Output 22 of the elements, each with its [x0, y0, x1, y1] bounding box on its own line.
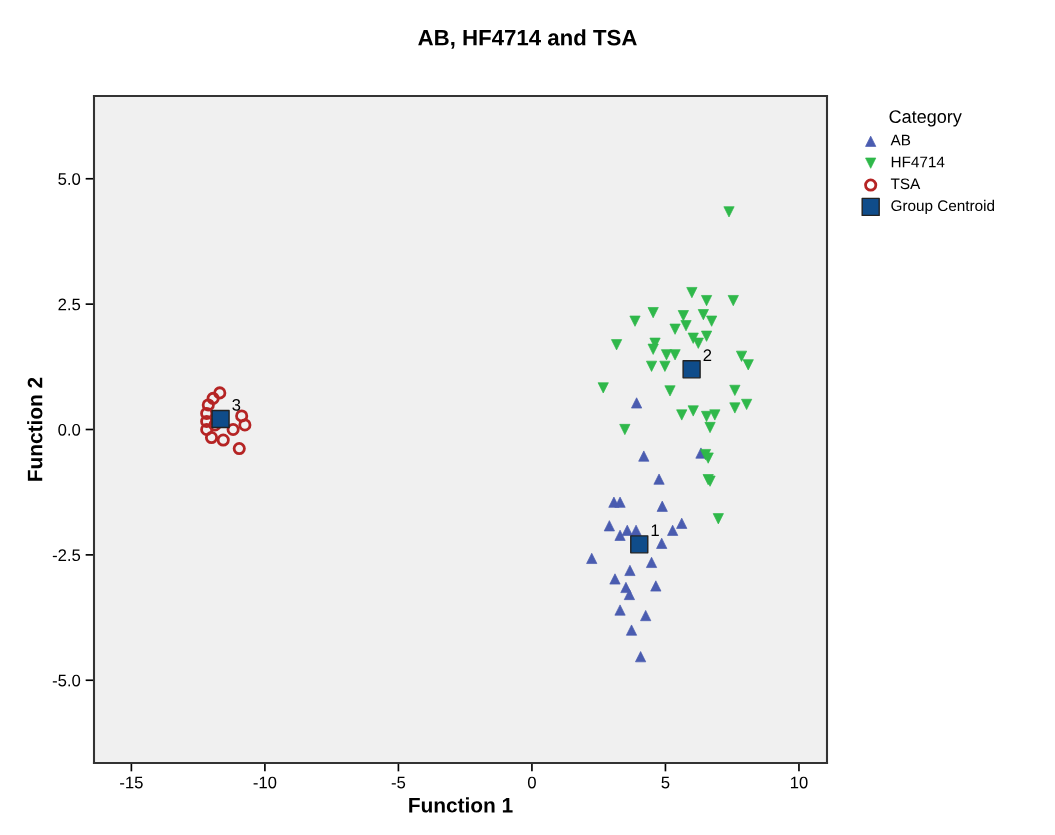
legend-label: AB	[890, 134, 911, 146]
y-tick-label: -2.5	[52, 549, 81, 562]
chart-title: AB, HF4714 and TSA	[418, 29, 637, 49]
legend-label: Group Centroid	[891, 199, 995, 215]
y-tick-label: 5.0	[58, 173, 81, 185]
annotation: 3	[232, 399, 241, 411]
y-axis-title: Function 2	[27, 377, 43, 481]
y-tick-label: -5.0	[52, 674, 81, 687]
x-tick-label: 0	[527, 776, 536, 789]
x-tick-label: 5	[661, 776, 670, 789]
x-tick-label: 10	[790, 776, 808, 789]
legend-title: Category	[889, 110, 962, 127]
x-tick-label: -5	[391, 776, 406, 789]
y-tick-label: 0.0	[58, 423, 81, 436]
x-axis-title: Function 1	[409, 797, 513, 813]
annotation: 1	[651, 524, 659, 537]
y-tick-label: 2.5	[58, 298, 81, 311]
legend-label: TSA	[890, 178, 921, 190]
annotation: 2	[703, 349, 712, 361]
x-tick-label: -15	[120, 776, 143, 789]
legend-label: HF4714	[891, 156, 945, 168]
x-tick-label: -10	[253, 776, 277, 789]
